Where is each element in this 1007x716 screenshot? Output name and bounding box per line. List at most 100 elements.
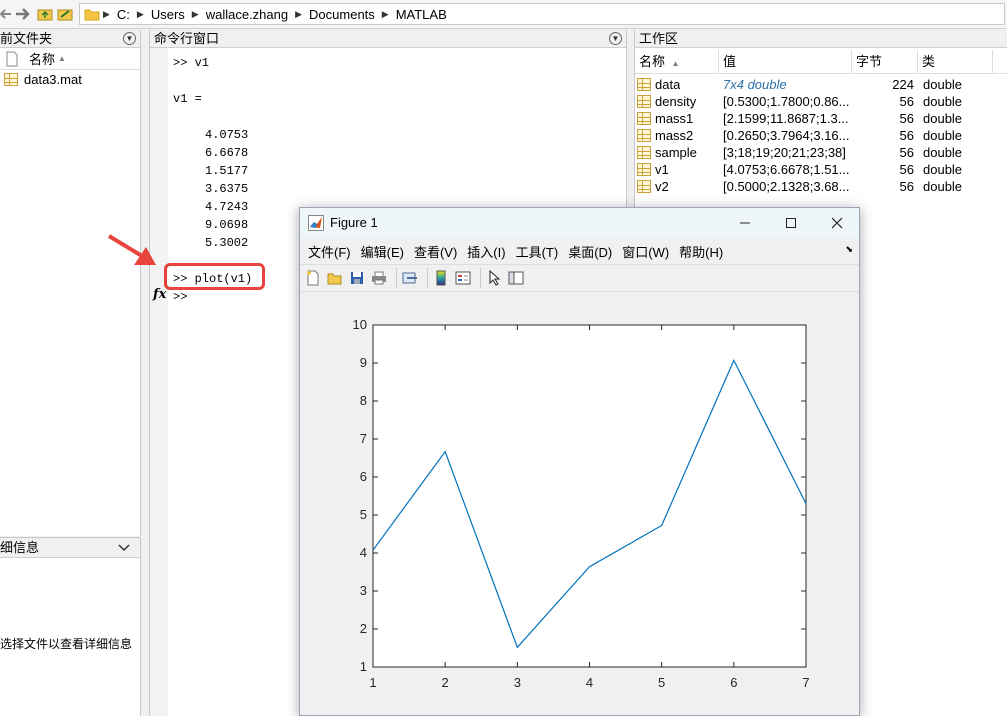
- breadcrumb-documents[interactable]: Documents: [309, 6, 375, 22]
- column-header-bytes[interactable]: 字节: [852, 50, 918, 74]
- column-header-value[interactable]: 值: [719, 50, 852, 74]
- variable-bytes: 56: [899, 145, 914, 160]
- breadcrumb-matlab[interactable]: MATLAB: [395, 6, 447, 22]
- column-header-class[interactable]: 类: [918, 50, 993, 74]
- file-item[interactable]: data3.mat: [4, 72, 82, 87]
- fx-function-icon[interactable]: fx: [153, 287, 167, 302]
- up-folder-icon[interactable]: [36, 5, 54, 23]
- output-value: 3.6375: [205, 182, 249, 196]
- dock-arrow-icon[interactable]: ⬊: [845, 244, 853, 254]
- panel-menu-chevron-icon[interactable]: ▼: [609, 32, 622, 45]
- figure-title-bar[interactable]: Figure 1: [300, 208, 859, 238]
- command-prompt[interactable]: >>: [173, 290, 188, 304]
- variable-name: mass1: [655, 111, 694, 126]
- folder-icon: [84, 9, 100, 20]
- minimize-icon[interactable]: [739, 217, 751, 229]
- close-icon[interactable]: [831, 217, 843, 229]
- workspace-row-mass1[interactable]: mass1 [2.1599;11.8687;1.3... 56 double: [635, 110, 1007, 127]
- name-column-header[interactable]: 名称 ▲: [0, 48, 140, 70]
- plot-command: >> plot(v1): [173, 272, 253, 286]
- series-line: [372, 358, 807, 649]
- output-value: 4.0753: [205, 128, 249, 142]
- menu-tools[interactable]: 工具(T): [515, 244, 559, 260]
- variable-icon: [637, 163, 651, 176]
- maximize-icon[interactable]: [785, 217, 797, 229]
- variable-icon: [637, 180, 651, 193]
- workspace-row-data[interactable]: data 7x4 double 224 double: [635, 76, 1007, 93]
- current-folder-panel: 前文件夹 ▼ 名称 ▲ data3.mat: [0, 30, 141, 536]
- breadcrumb-drive[interactable]: C:: [116, 6, 130, 22]
- menu-help[interactable]: 帮助(H): [679, 244, 724, 260]
- forward-arrow-icon[interactable]: [14, 5, 32, 23]
- figure-window[interactable]: Figure 1 文件(F) 编辑(E) 查看(V) 插入(I) 工具(T) 桌…: [299, 207, 860, 716]
- collapse-chevron-icon[interactable]: [118, 544, 130, 552]
- workspace-row-density[interactable]: density [0.5300;1.7800;0.86... 56 double: [635, 93, 1007, 110]
- path-separator-icon: ▶: [136, 8, 144, 19]
- menu-window[interactable]: 窗口(W): [622, 244, 670, 260]
- axes-box: [372, 324, 807, 668]
- sort-ascending-icon: ▲: [58, 54, 66, 63]
- workspace-row-sample[interactable]: sample [3;18;19;20;21;23;38] 56 double: [635, 144, 1007, 161]
- file-type-icon: [6, 51, 18, 66]
- figure-menu-bar: 文件(F) 编辑(E) 查看(V) 插入(I) 工具(T) 桌面(D) 窗口(W…: [300, 238, 859, 264]
- command-input-line: >> v1: [173, 56, 210, 70]
- property-inspector-icon[interactable]: [507, 269, 525, 287]
- output-value: 4.7243: [205, 200, 249, 214]
- legend-icon[interactable]: [454, 269, 472, 287]
- print-icon[interactable]: [370, 269, 388, 287]
- path-separator-icon: ▶: [295, 8, 303, 19]
- variable-name: v2: [655, 179, 669, 194]
- link-plot-icon[interactable]: [401, 269, 419, 287]
- new-figure-icon[interactable]: [304, 269, 322, 287]
- workspace-row-v1[interactable]: v1 [4.0753;6.6678;1.51... 56 double: [635, 161, 1007, 178]
- variable-class: double: [923, 94, 963, 109]
- colorbar-icon[interactable]: [432, 269, 450, 287]
- command-window-title: 命令行窗口: [154, 31, 220, 46]
- save-icon[interactable]: [348, 269, 366, 287]
- address-bar: ▶ C: ▶ Users ▶ wallace.zhang ▶ Documents…: [0, 0, 1007, 29]
- y-tick-label: 4: [360, 545, 367, 560]
- path-field[interactable]: ▶ C: ▶ Users ▶ wallace.zhang ▶ Documents…: [79, 3, 1005, 25]
- workspace-row-mass2[interactable]: mass2 [0.2650;3.7964;3.16... 56 double: [635, 127, 1007, 144]
- menu-view[interactable]: 查看(V): [413, 244, 458, 260]
- workspace-row-v2[interactable]: v2 [0.5000;2.1328;3.68... 56 double: [635, 178, 1007, 195]
- column-header-name[interactable]: 名称 ▲: [635, 50, 719, 74]
- workspace-column-headers: 名称 ▲ 值 字节 类: [635, 50, 1007, 74]
- path-separator-icon: ▶: [191, 8, 199, 19]
- open-file-icon[interactable]: [326, 269, 344, 287]
- menu-edit[interactable]: 编辑(E): [360, 244, 404, 260]
- details-title: 细信息: [0, 540, 40, 555]
- variable-icon: [637, 95, 651, 108]
- menu-insert[interactable]: 插入(I): [467, 244, 506, 260]
- details-header: 细信息: [0, 538, 140, 558]
- breadcrumb-user[interactable]: wallace.zhang: [205, 6, 289, 22]
- variable-value: [0.5300;1.7800;0.86...: [723, 94, 850, 109]
- edit-plot-cursor-icon[interactable]: [485, 269, 503, 287]
- variable-icon: [637, 78, 651, 91]
- file-name: data3.mat: [24, 72, 82, 87]
- back-arrow-icon[interactable]: [0, 5, 14, 23]
- output-value: 6.6678: [205, 146, 249, 160]
- annotation-arrow-icon: [107, 234, 156, 265]
- menu-desktop[interactable]: 桌面(D): [568, 244, 613, 260]
- menu-file[interactable]: 文件(F): [308, 244, 351, 260]
- toolbar-separator: [427, 268, 428, 288]
- path-separator-icon: ▶: [103, 8, 110, 19]
- workspace-header: 工作区: [635, 30, 1007, 48]
- name-column-label: 名称: [29, 52, 56, 67]
- figure-plot-area[interactable]: 1 2 3 4 5 6 7 1 2 3 4 5 6 7 8 9 10: [300, 293, 859, 716]
- browse-folder-icon[interactable]: [56, 5, 74, 23]
- current-folder-title: 前文件夹: [0, 31, 53, 46]
- variable-value: [3;18;19;20;21;23;38]: [723, 145, 846, 160]
- figure-title: Figure 1: [330, 215, 378, 230]
- panel-menu-chevron-icon[interactable]: ▼: [123, 32, 136, 45]
- figure-toolbar: [300, 264, 859, 292]
- highlight-box: [164, 263, 265, 290]
- variable-class: double: [923, 111, 963, 126]
- breadcrumb-users[interactable]: Users: [150, 6, 185, 22]
- y-tick-label: 8: [360, 393, 367, 408]
- x-tick-label: 7: [802, 675, 809, 690]
- output-value: 5.3002: [205, 236, 249, 250]
- details-hint: 选择文件以查看详细信息: [0, 637, 133, 651]
- output-variable-label: v1 =: [173, 92, 202, 106]
